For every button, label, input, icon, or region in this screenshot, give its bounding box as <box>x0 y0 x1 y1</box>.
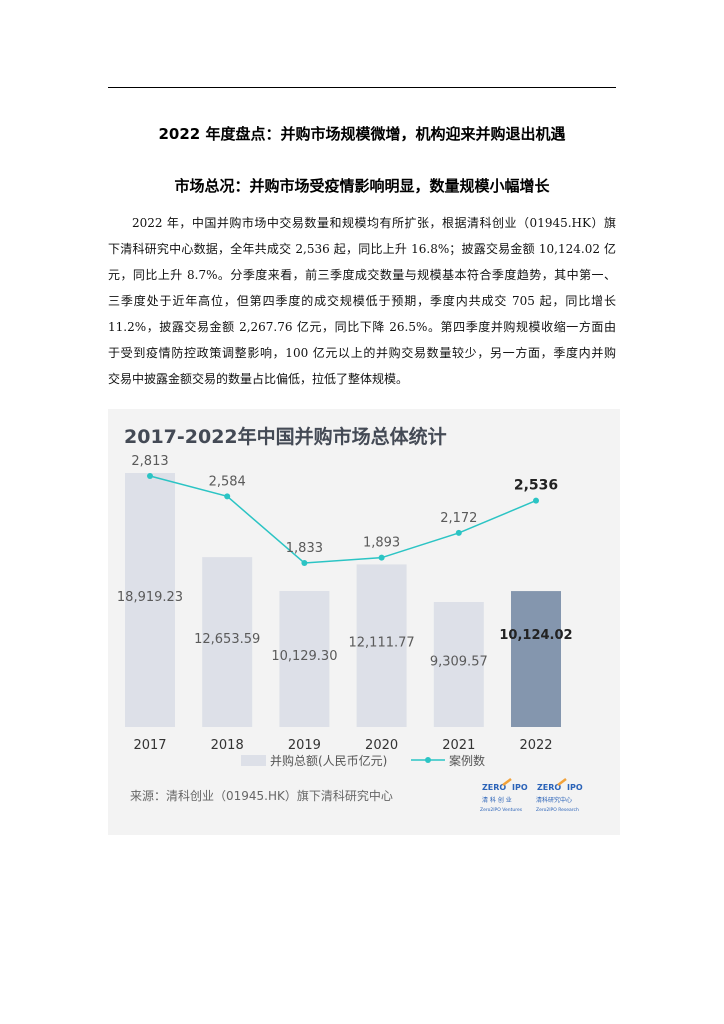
svg-text:清 科 创 业: 清 科 创 业 <box>482 796 512 804</box>
line-point <box>224 493 231 500</box>
legend-bar-swatch <box>241 755 266 766</box>
svg-text:清科研究中心: 清科研究中心 <box>536 796 572 804</box>
bar-value-label: 12,111.77 <box>349 636 415 651</box>
line-value-label: 2,584 <box>209 474 246 489</box>
source-note: 来源：清科创业（01945.HK）旗下清科研究中心 <box>130 788 393 803</box>
svg-text:Zero2IPO Research: Zero2IPO Research <box>536 807 579 813</box>
svg-text:ZERO: ZERO <box>537 783 561 792</box>
section-title: 市场总况：并购市场受疫情影响明显，数量规模小幅增长 <box>174 177 550 195</box>
svg-text:IPO: IPO <box>567 783 583 792</box>
paragraph-line: 下清科研究中心数据，全年共成交 2,536 起，同比上升 16.8%；披露交易金… <box>108 242 616 256</box>
paragraph-line: 元，同比上升 8.7%。分季度来看，前三季度成交数量与规模基本符合季度趋势，其中… <box>108 268 616 282</box>
bar-value-label: 10,124.02 <box>499 628 572 643</box>
svg-text:IPO: IPO <box>512 783 528 792</box>
chart-bar <box>356 564 407 727</box>
chart-bar <box>511 591 561 727</box>
line-value-label: 1,893 <box>363 536 400 551</box>
chart-bar <box>202 557 253 727</box>
header-rule <box>108 87 616 88</box>
legend-bar-label: 并购总额(人民币亿元) <box>270 753 387 768</box>
bar-value-label: 9,309.57 <box>430 655 488 670</box>
chart-bar <box>433 602 484 727</box>
x-tick-label: 2019 <box>288 738 321 753</box>
x-tick-label: 2020 <box>365 738 398 753</box>
x-tick-label: 2022 <box>519 738 552 753</box>
paragraph-line: 于受到疫情防控政策调整影响，100 亿元以上的并购交易数量较少，另一方面，季度内… <box>108 346 616 360</box>
line-value-label: 2,536 <box>514 478 558 494</box>
bar-value-label: 12,653.59 <box>194 632 260 647</box>
x-tick-label: 2021 <box>442 738 475 753</box>
line-value-label: 2,172 <box>440 511 477 526</box>
legend-line-marker <box>425 757 431 763</box>
line-value-label: 2,813 <box>131 454 168 469</box>
bar-value-label: 10,129.30 <box>271 649 337 664</box>
page-title: 2022 年度盘点：并购市场规模微增，机构迎来并购退出机遇 <box>158 125 566 143</box>
line-point <box>147 473 153 479</box>
chart-figure: 2017-2022年中国并购市场总体统计 18,919.23 2017 12,653… <box>108 409 620 835</box>
line-point <box>378 554 385 561</box>
chart-bar <box>279 591 330 727</box>
svg-text:ZERO: ZERO <box>482 783 506 792</box>
chart-title: 2017-2022年中国并购市场总体统计 <box>124 425 447 448</box>
series-line <box>149 475 537 564</box>
zero2ipo-ventures-logo: ZERO IPO 清 科 创 业 Zero2IPO Ventures <box>480 778 528 813</box>
line-value-label: 1,833 <box>286 541 323 556</box>
line-point <box>301 560 308 566</box>
bar-value-label: 18,919.23 <box>117 590 183 605</box>
line-point <box>455 529 462 536</box>
paragraph-line: 2022 年，中国并购市场中交易数量和规模均有所扩张，根据清科创业（01945.… <box>132 216 616 230</box>
paragraph-line: 三季度处于近年高位，但第四季度的成交规模低于预期，季度内共成交 705 起，同比… <box>108 294 616 308</box>
line-point <box>533 497 539 504</box>
chart-svg: 2017-2022年中国并购市场总体统计 18,919.23 2017 12,653… <box>117 425 583 813</box>
x-tick-label: 2018 <box>211 738 244 753</box>
legend-line-label: 案例数 <box>449 753 485 768</box>
zero2ipo-research-logo: ZERO IPO 清科研究中心 Zero2IPO Research <box>536 778 583 813</box>
paragraph-line: 11.2%，披露交易金额 2,267.76 亿元，同比下降 26.5%。第四季度… <box>108 320 616 334</box>
x-tick-label: 2017 <box>133 738 166 753</box>
svg-text:Zero2IPO Ventures: Zero2IPO Ventures <box>480 807 523 813</box>
paragraph-line: 交易中披露金额交易的数量占比偏低，拉低了整体规模。 <box>108 372 409 386</box>
body-paragraph: 2022 年，中国并购市场中交易数量和规模均有所扩张，根据清科创业（01945.… <box>108 210 616 392</box>
chart-bar <box>125 473 175 727</box>
